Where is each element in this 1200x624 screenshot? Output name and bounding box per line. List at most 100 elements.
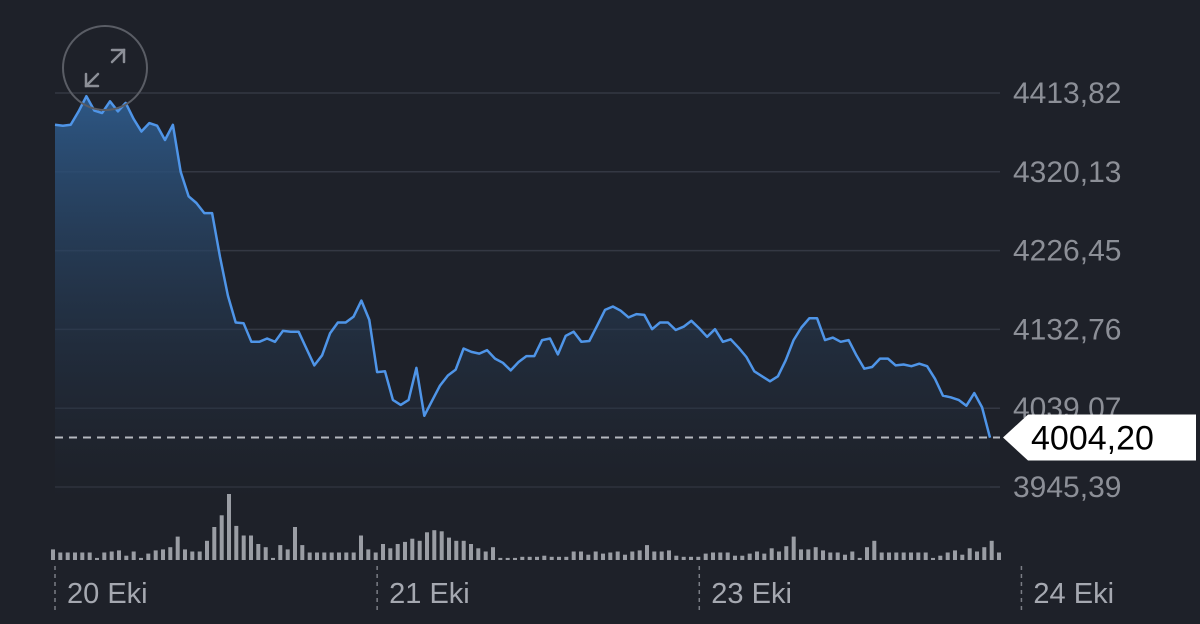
y-tick-label: 3945,39: [1013, 471, 1121, 504]
price-line: [54, 94, 992, 439]
volume-bar: [542, 555, 547, 560]
volume-bar: [95, 557, 99, 560]
volume-bar: [447, 537, 451, 560]
volume-bar: [425, 532, 429, 560]
volume-bar: [689, 556, 693, 560]
volume-bar: [835, 552, 840, 560]
volume-bar: [285, 549, 290, 560]
volume-bar: [945, 552, 950, 560]
volume-bar: [725, 552, 730, 560]
volume-bar: [777, 551, 781, 560]
volume-bar: [117, 550, 121, 560]
volume-bar: [161, 549, 165, 560]
current-price-tag: [1003, 414, 1196, 461]
volume-bar: [190, 551, 195, 560]
volume-bar: [901, 552, 906, 560]
y-tick-label: 4226,45: [1013, 235, 1121, 268]
volume-bar: [828, 552, 833, 560]
volume-bar: [674, 555, 679, 560]
volume-bar: [300, 545, 305, 560]
volume-bar: [923, 552, 928, 560]
volume-bar: [344, 552, 349, 560]
volume-bar: [630, 551, 635, 560]
volume-bar: [535, 556, 539, 560]
volume-bar: [80, 552, 85, 560]
volume-bar: [322, 552, 327, 560]
volume-bar: [696, 556, 701, 560]
volume-bar: [711, 552, 715, 560]
volume-bar: [351, 552, 356, 560]
volume-bar: [813, 547, 818, 560]
volume-bar: [865, 547, 869, 560]
volume-bar: [733, 555, 737, 560]
volume-bar: [740, 555, 745, 560]
volume-bar: [278, 545, 283, 560]
expand-button[interactable]: [62, 25, 148, 111]
volume-bar: [337, 552, 341, 560]
volume-bar: [249, 535, 253, 560]
volume-bar: [271, 557, 275, 560]
volume-bar: [87, 552, 92, 560]
x-tick-label: 24 Eki: [1033, 578, 1114, 610]
volume-bar: [879, 552, 884, 560]
volume-bar: [821, 550, 825, 560]
volume-bar: [329, 552, 334, 560]
volume-bar: [505, 557, 510, 560]
volume-bar: [791, 536, 796, 560]
volume-bar: [623, 554, 627, 560]
volume-bar: [124, 555, 129, 560]
volume-bar: [175, 536, 180, 560]
volume-bar: [784, 546, 789, 560]
x-tick-label: 21 Eki: [389, 578, 470, 610]
volume-bar: [461, 540, 466, 560]
volume-bar: [483, 551, 488, 560]
volume-bar: [197, 551, 202, 560]
volume-bar: [366, 549, 371, 560]
volume-bar: [857, 557, 862, 560]
volume-bar: [520, 556, 525, 560]
volume-bar: [359, 535, 363, 560]
volume-bar: [549, 556, 554, 560]
volume-bar: [454, 540, 459, 560]
volume-bar: [579, 551, 583, 560]
current-price-marker: 4004,20: [55, 414, 1196, 461]
volume-bar: [850, 551, 855, 560]
volume-bar: [205, 540, 209, 560]
x-axis: 20 Eki 21 Eki 23 Eki 24 Eki: [54, 566, 1114, 610]
volume-bar: [755, 551, 759, 560]
y-tick-label: 4320,13: [1013, 156, 1121, 189]
volume-bar: [806, 549, 811, 560]
volume-bar: [403, 541, 407, 560]
volume-bar: [263, 547, 268, 560]
volume-bar: [58, 552, 63, 560]
volume-bar: [975, 551, 979, 560]
volume-bar: [234, 525, 239, 560]
volume-bar: [960, 554, 965, 560]
volume-bar: [212, 527, 217, 560]
expand-arrows-icon: [84, 48, 126, 88]
volume-bar: [887, 552, 891, 560]
volume-bar: [469, 544, 473, 560]
volume-bar: [476, 548, 481, 560]
volume-bar: [388, 548, 393, 560]
volume-bar: [241, 535, 246, 560]
volume-bar: [953, 550, 957, 560]
volume-bar: [909, 552, 913, 560]
volume-bar: [373, 552, 378, 560]
volume-bar: [491, 547, 495, 560]
volume-bar: [989, 540, 994, 560]
volume-bar: [593, 551, 598, 560]
volume-bar: [65, 552, 70, 560]
volume-bars: [51, 494, 1001, 560]
volume-bar: [527, 556, 532, 560]
y-tick-label: 4413,82: [1013, 77, 1121, 110]
volume-bar: [938, 555, 943, 560]
volume-bar: [410, 538, 415, 560]
volume-bar: [513, 557, 517, 560]
volume-bar: [153, 550, 158, 560]
volume-bar: [439, 531, 444, 560]
volume-bar: [417, 540, 422, 560]
volume-bar: [872, 540, 877, 560]
volume-bar: [747, 553, 752, 560]
